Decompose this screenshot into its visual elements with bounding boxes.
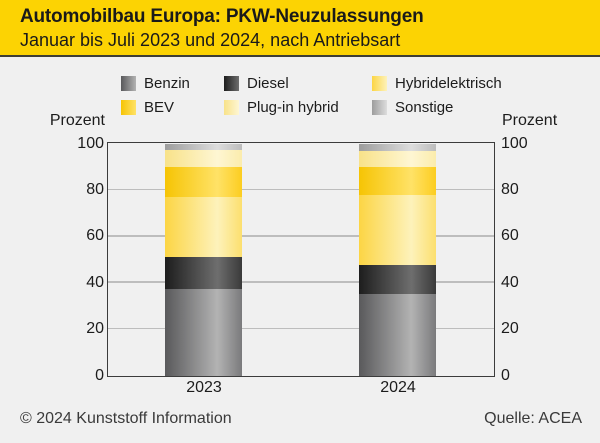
segment-hybridelektrisch-2023 bbox=[165, 197, 242, 257]
y-tick-20: 20 bbox=[501, 320, 519, 338]
gridline-80 bbox=[108, 188, 494, 191]
legend-label: Plug-in hybrid bbox=[247, 98, 339, 116]
y-tick-40: 40 bbox=[501, 273, 519, 291]
segment-bev-2023 bbox=[165, 167, 242, 198]
legend-item-bev: BEV bbox=[121, 98, 175, 116]
header-band: Automobilbau Europa: PKW-Neuzulassungen … bbox=[0, 0, 600, 57]
footer-source: Quelle: ACEA bbox=[484, 410, 582, 427]
gridline-20 bbox=[108, 327, 494, 330]
plot-area bbox=[107, 142, 495, 377]
legend-label: Hybridelektrisch bbox=[395, 74, 502, 92]
y-tick-0: 0 bbox=[95, 366, 104, 384]
legend-label: Diesel bbox=[247, 74, 289, 92]
segment-sonstige-2024 bbox=[359, 144, 436, 151]
y-tick-100: 100 bbox=[77, 134, 104, 152]
legend-swatch-sonstige bbox=[372, 99, 387, 115]
segment-diesel-2023 bbox=[165, 256, 242, 289]
segment-diesel-2024 bbox=[359, 264, 436, 295]
chart-subtitle: Januar bis Juli 2023 und 2024, nach Antr… bbox=[20, 30, 401, 50]
legend-swatch-diesel bbox=[224, 75, 239, 91]
category-label-2024: 2024 bbox=[380, 379, 416, 396]
bar-2024 bbox=[359, 144, 436, 376]
y-tick-100: 100 bbox=[501, 134, 528, 152]
gridline-40 bbox=[108, 281, 494, 283]
chart-title: Automobilbau Europa: PKW-Neuzulassungen bbox=[20, 6, 424, 27]
legend-swatch-hybridelektrisch bbox=[372, 75, 387, 91]
y-tick-40: 40 bbox=[86, 273, 104, 291]
footer-copyright: © 2024 Kunststoff Information bbox=[20, 410, 232, 427]
y-axis-label-left: Prozent bbox=[49, 112, 105, 129]
y-tick-0: 0 bbox=[501, 366, 510, 384]
segment-benzin-2023 bbox=[165, 289, 242, 376]
segment-benzin-2024 bbox=[359, 294, 436, 376]
legend-item-benzin: Benzin bbox=[121, 74, 190, 92]
legend-item-hybridelektrisch: Hybridelektrisch bbox=[372, 74, 502, 92]
y-tick-60: 60 bbox=[86, 227, 104, 245]
segment-plug-in-hybrid-2024 bbox=[359, 150, 436, 168]
gridline-60 bbox=[108, 235, 494, 237]
category-label-2023: 2023 bbox=[186, 379, 222, 396]
legend-item-diesel: Diesel bbox=[224, 74, 289, 92]
legend-swatch-benzin bbox=[121, 75, 136, 91]
y-tick-80: 80 bbox=[501, 180, 519, 198]
legend-item-sonstige: Sonstige bbox=[372, 98, 454, 116]
legend-swatch-bev bbox=[121, 99, 136, 115]
legend-swatch-plug-in-hybrid bbox=[224, 99, 239, 115]
segment-bev-2024 bbox=[359, 167, 436, 196]
y-tick-60: 60 bbox=[501, 227, 519, 245]
y-tick-80: 80 bbox=[86, 180, 104, 198]
legend-item-plug-in-hybrid: Plug-in hybrid bbox=[224, 98, 339, 116]
y-axis-label-right: Prozent bbox=[502, 112, 558, 129]
y-tick-20: 20 bbox=[86, 320, 104, 338]
legend-label: Sonstige bbox=[395, 98, 454, 116]
bar-2023 bbox=[165, 144, 242, 376]
segment-hybridelektrisch-2024 bbox=[359, 195, 436, 265]
legend-label: BEV bbox=[144, 98, 175, 116]
legend-label: Benzin bbox=[144, 74, 190, 92]
segment-sonstige-2023 bbox=[165, 144, 242, 150]
segment-plug-in-hybrid-2023 bbox=[165, 149, 242, 168]
